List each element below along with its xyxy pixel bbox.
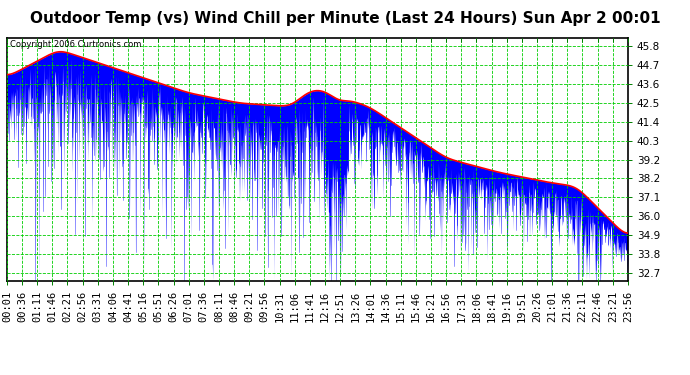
Text: Copyright 2006 Curtronics.com: Copyright 2006 Curtronics.com bbox=[10, 40, 141, 49]
Text: Outdoor Temp (vs) Wind Chill per Minute (Last 24 Hours) Sun Apr 2 00:01: Outdoor Temp (vs) Wind Chill per Minute … bbox=[30, 11, 660, 26]
